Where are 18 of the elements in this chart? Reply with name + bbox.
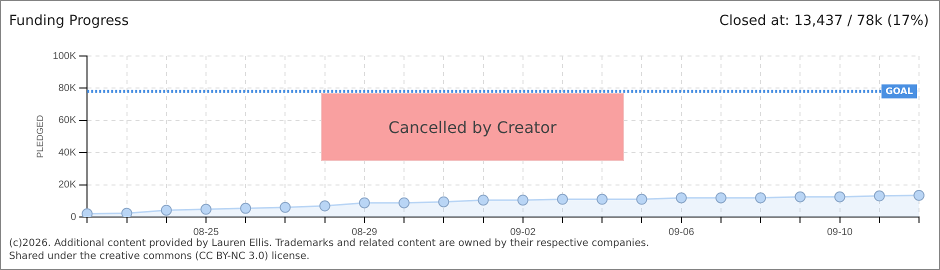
ref-line-label: GOAL: [886, 86, 914, 97]
y-tick-label: 0: [70, 212, 77, 223]
y-tick-label: 80K: [58, 82, 76, 94]
y-tick-label: 100K: [52, 50, 76, 62]
chart-title: Funding Progress: [9, 13, 129, 29]
text: Shared under the creative commons (CC BY-NC 3.0) license.: [9, 250, 311, 263]
notice-box: Cancelled by Creator: [321, 93, 624, 161]
y-tick-label: 20K: [58, 180, 76, 191]
x-tick-label: 09-02: [510, 226, 536, 238]
x-tick-label: 09-06: [668, 226, 695, 238]
y-axis-title: PLEDGED: [34, 114, 45, 158]
chart-subtitle: Closed at: 13,437 / 78k (17%): [719, 13, 929, 29]
y-tick-label: 40K: [58, 147, 76, 158]
x-tick-label: 09-10: [826, 226, 853, 238]
x-tick-label: 08-29: [352, 226, 378, 238]
x-tick-label: 08-25: [193, 226, 220, 238]
y-tick-label: 60K: [58, 115, 76, 126]
text: (c)2026. Additional content provided by Lauren Ellis. Trademarks and related content are owned by their respective companies.: [9, 237, 650, 250]
